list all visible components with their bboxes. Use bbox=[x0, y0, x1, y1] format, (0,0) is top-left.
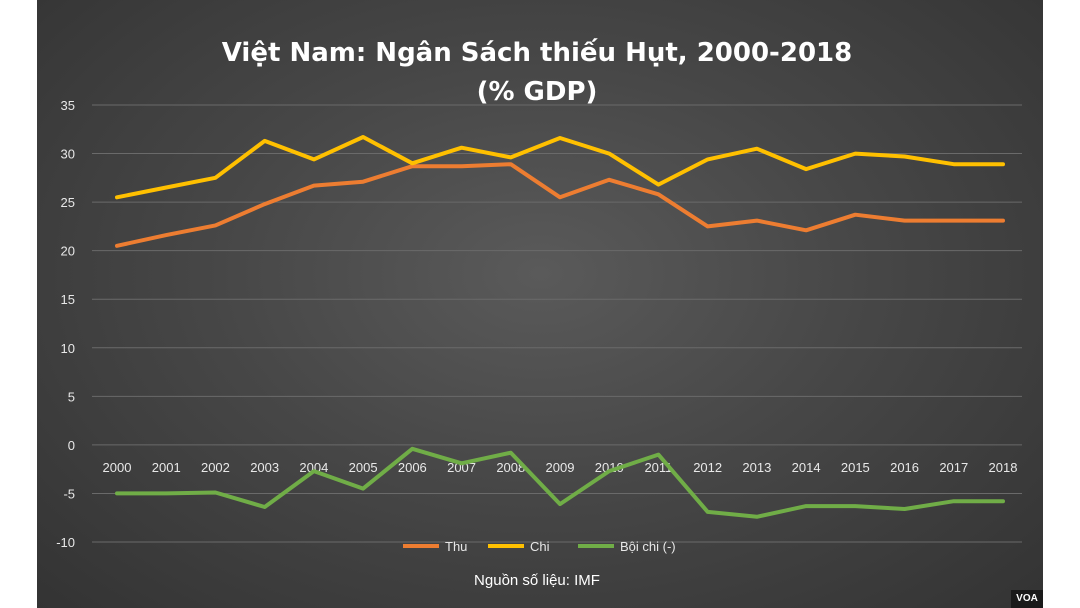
legend: Thu Chi Bội chi (-) bbox=[403, 539, 676, 554]
x-tick-label: 2002 bbox=[201, 460, 230, 475]
x-tick-label: 2010 bbox=[595, 460, 624, 475]
voa-badge: VOA bbox=[1011, 590, 1043, 608]
legend-label-0: Thu bbox=[445, 539, 467, 554]
legend-label-1: Chi bbox=[530, 539, 550, 554]
y-tick-label: 15 bbox=[61, 292, 75, 307]
series-lines bbox=[115, 135, 1005, 519]
gridlines bbox=[92, 104, 1022, 543]
y-tick-label: -5 bbox=[63, 486, 75, 501]
x-tick-label: 2003 bbox=[250, 460, 279, 475]
y-tick-label: -10 bbox=[56, 535, 75, 550]
x-axis-ticks: 2000 2001 2002 2003 2004 2005 2006 2007 2008 2009… bbox=[103, 460, 1018, 475]
x-tick-label: 2018 bbox=[989, 460, 1018, 475]
y-tick-label: 35 bbox=[61, 98, 75, 113]
legend-label-2: Bội chi (-) bbox=[620, 539, 676, 554]
y-tick-label: 20 bbox=[61, 244, 75, 259]
x-tick-label: 2006 bbox=[398, 460, 427, 475]
y-tick-label: 10 bbox=[61, 341, 75, 356]
series-line-2 bbox=[115, 446, 1005, 519]
line-chart: Việt Nam: Ngân Sách thiếu Hụt, 2000-2018… bbox=[56, 37, 1022, 589]
y-tick-label: 30 bbox=[61, 147, 75, 162]
x-tick-label: 2014 bbox=[792, 460, 821, 475]
y-axis-ticks: 35 30 25 20 15 10 5 0 -5 -10 bbox=[56, 98, 75, 550]
x-tick-label: 2013 bbox=[742, 460, 771, 475]
source-note: Nguồn số liệu: IMF bbox=[474, 572, 600, 589]
chart-title-line1: Việt Nam: Ngân Sách thiếu Hụt, 2000-2018 bbox=[222, 37, 852, 68]
y-tick-label: 5 bbox=[68, 389, 75, 404]
x-tick-label: 2009 bbox=[546, 460, 575, 475]
chart-panel: Việt Nam: Ngân Sách thiếu Hụt, 2000-2018… bbox=[37, 0, 1043, 608]
x-tick-label: 2017 bbox=[939, 460, 968, 475]
x-tick-label: 2016 bbox=[890, 460, 919, 475]
x-tick-label: 2000 bbox=[103, 460, 132, 475]
x-tick-label: 2004 bbox=[299, 460, 328, 475]
chart-title-line2: (% GDP) bbox=[477, 77, 598, 107]
x-tick-label: 2005 bbox=[349, 460, 378, 475]
x-tick-label: 2001 bbox=[152, 460, 181, 475]
x-tick-label: 2015 bbox=[841, 460, 870, 475]
x-tick-label: 2008 bbox=[496, 460, 525, 475]
x-tick-label: 2012 bbox=[693, 460, 722, 475]
y-tick-label: 0 bbox=[68, 438, 75, 453]
series-line-0 bbox=[115, 162, 1005, 248]
series-line-1 bbox=[115, 135, 1005, 200]
y-tick-label: 25 bbox=[61, 195, 75, 210]
